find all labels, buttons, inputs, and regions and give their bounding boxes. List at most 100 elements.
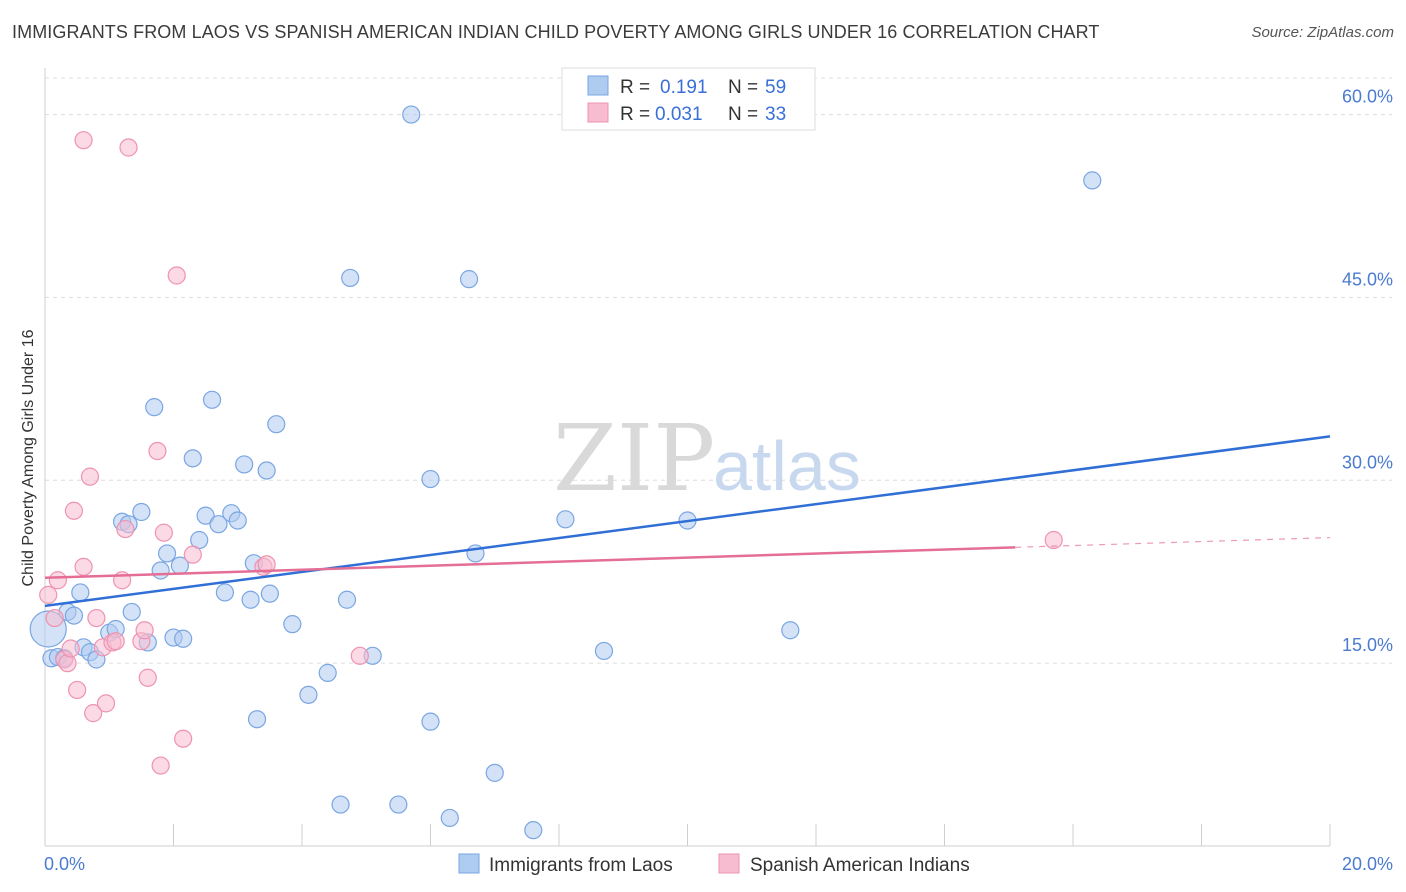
watermark-atlas: atlas [713, 427, 861, 505]
data-point-blue-49 [440, 808, 459, 828]
data-point-blue-14 [122, 602, 141, 622]
legend-n-value-1: 59 [765, 77, 786, 98]
data-point-pink-7 [68, 680, 87, 700]
watermark: ZIP atlas [553, 405, 861, 512]
data-point-blue-25 [196, 506, 215, 525]
legend-r-label-1: R = [620, 77, 650, 98]
data-point-pink-31 [350, 646, 369, 665]
data-point-pink-5 [61, 639, 80, 658]
data-point-blue-30 [228, 511, 247, 530]
data-point-blue-32 [241, 590, 260, 609]
data-point-blue-35 [257, 461, 276, 480]
data-point-blue-57 [781, 621, 800, 640]
data-point-pink-16 [106, 632, 125, 651]
data-point-blue-38 [283, 615, 302, 634]
legend-n-label-1: N = [728, 77, 758, 98]
data-point-blue-27 [209, 515, 228, 534]
legend-r-label-2: R = [620, 104, 650, 125]
data-point-blue-45 [389, 795, 408, 814]
data-point-blue-58 [1083, 171, 1102, 190]
data-point-blue-39 [299, 685, 318, 704]
data-point-pink-1 [45, 608, 64, 628]
data-point-pink-12 [87, 608, 106, 628]
data-point-pink-9 [74, 557, 93, 576]
data-point-blue-6 [71, 583, 90, 602]
trend-line-blue [44, 435, 1331, 608]
trend-line-pink [44, 546, 1016, 580]
data-point-blue-50 [459, 270, 479, 289]
y-tick-label-30: 30.0% [1342, 452, 1393, 472]
legend-r-value-1: 0.191 [660, 77, 708, 98]
series-blue-points [29, 105, 1102, 840]
legend-n-label-2: N = [728, 104, 758, 125]
data-point-pink-22 [138, 668, 157, 687]
data-point-blue-37 [267, 415, 286, 434]
legend-r-value-2: 0.031 [655, 104, 703, 125]
legend-n-value-2: 33 [765, 104, 786, 125]
data-point-pink-4 [58, 654, 77, 673]
data-point-blue-31 [235, 455, 254, 474]
source-note: Source: ZipAtlas.com [1251, 24, 1394, 41]
data-point-blue-52 [485, 763, 504, 782]
trend-lines [44, 435, 1331, 608]
data-point-blue-5 [64, 606, 84, 625]
data-point-pink-26 [167, 266, 186, 285]
data-point-pink-32 [1044, 530, 1063, 550]
axes [44, 68, 1331, 847]
data-point-pink-0 [39, 585, 58, 604]
data-point-pink-10 [80, 467, 100, 486]
y-tick-label-15: 15.0% [1342, 635, 1393, 655]
series-legend: Immigrants from Laos Spanish American In… [458, 853, 970, 876]
data-point-pink-27 [174, 729, 193, 748]
data-point-pink-2 [48, 571, 67, 590]
data-point-pink-23 [148, 441, 167, 461]
series-legend-label-1: Immigrants from Laos [489, 855, 673, 876]
data-point-pink-19 [119, 138, 138, 157]
data-point-pink-14 [96, 694, 116, 713]
data-point-blue-23 [183, 449, 202, 468]
legend-swatch-pink [587, 102, 609, 123]
data-point-blue-42 [337, 590, 357, 609]
y-tick-label-45: 45.0% [1342, 269, 1393, 289]
data-point-pink-18 [116, 519, 135, 539]
data-point-blue-41 [331, 795, 350, 814]
data-point-pink-8 [74, 131, 93, 150]
data-point-pink-24 [151, 756, 170, 775]
chart-title: IMMIGRANTS FROM LAOS VS SPANISH AMERICAN… [12, 22, 1100, 42]
series-pink-points [39, 131, 1063, 775]
data-point-blue-15 [132, 502, 151, 522]
data-point-blue-34 [247, 710, 267, 729]
y-tick-labels: 15.0% 30.0% 45.0% 60.0% [1342, 87, 1393, 656]
y-axis-label: Child Poverty Among Girls Under 16 [20, 329, 37, 586]
data-point-pink-30 [257, 555, 276, 574]
series-legend-label-2: Spanish American Indians [750, 855, 970, 876]
data-point-blue-22 [174, 629, 193, 648]
data-point-blue-54 [556, 510, 575, 529]
watermark-zip: ZIP [553, 405, 715, 512]
data-point-pink-28 [183, 545, 202, 564]
data-point-blue-48 [421, 712, 440, 731]
data-point-blue-18 [151, 561, 170, 580]
data-point-blue-40 [318, 663, 337, 682]
data-point-blue-19 [157, 544, 177, 563]
data-point-blue-55 [594, 641, 614, 661]
data-point-blue-53 [524, 821, 543, 840]
x-tick-label-max: 20.0% [1342, 854, 1393, 874]
correlation-legend: R = 0.191 N = 59 R = 0.031 N = 33 [561, 67, 816, 131]
series-legend-swatch-pink [718, 853, 740, 874]
data-point-blue-43 [341, 268, 360, 288]
data-points [29, 105, 1102, 840]
data-point-pink-11 [84, 704, 103, 723]
data-point-blue-26 [202, 390, 222, 409]
data-point-blue-46 [402, 105, 421, 124]
data-point-pink-25 [154, 523, 173, 542]
gridlines [45, 77, 1392, 664]
data-point-pink-21 [135, 621, 154, 640]
data-point-pink-6 [64, 501, 84, 520]
data-point-blue-47 [421, 469, 440, 489]
x-tick-label-min: 0.0% [44, 854, 85, 874]
data-point-blue-36 [260, 584, 279, 603]
data-point-blue-17 [145, 398, 164, 417]
series-legend-swatch-blue [458, 853, 480, 874]
